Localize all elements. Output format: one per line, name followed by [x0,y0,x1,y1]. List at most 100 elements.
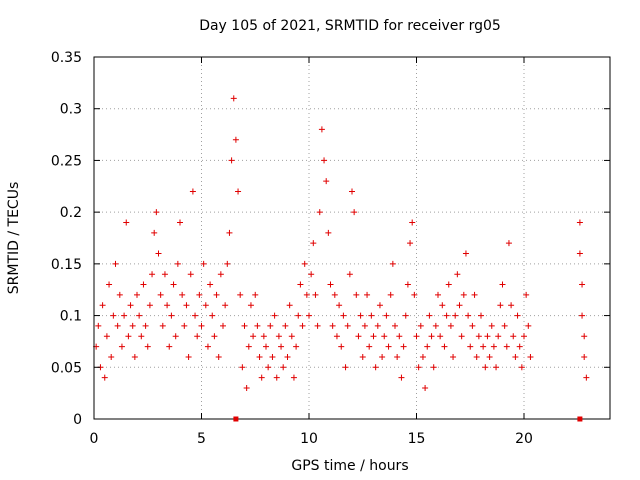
data-point [518,364,525,371]
data-point [155,250,162,257]
data-point [516,343,523,350]
data-point [174,260,181,267]
data-point [458,333,465,340]
data-point [284,353,291,360]
data-point [172,333,179,340]
data-point [454,271,461,278]
data-point [189,188,196,195]
data-point [256,353,263,360]
data-point [493,364,500,371]
data-point [523,291,530,298]
data-point [355,333,362,340]
data-point [290,374,297,381]
data-point [576,219,583,226]
data-point [316,209,323,216]
data-point [497,302,504,309]
data-point [318,126,325,133]
data-point [252,291,259,298]
data-point [581,333,588,340]
data-point [439,302,446,309]
y-tick-label: 0.05 [51,360,82,376]
data-point [273,374,280,381]
data-point [239,364,246,371]
data-point [327,281,334,288]
data-point [299,322,306,329]
data-point [469,322,476,329]
y-tick-label: 0.25 [51,153,82,169]
data-point [101,374,108,381]
data-point [312,291,319,298]
data-point [422,384,429,391]
data-point [297,281,304,288]
data-point [450,353,457,360]
data-point [452,312,459,319]
data-point [404,281,411,288]
data-point [293,343,300,350]
x-tick-label: 5 [197,431,206,447]
data-point [484,333,491,340]
x-axis-marker [233,416,239,422]
data-point [129,322,136,329]
data-point [387,291,394,298]
data-point [187,271,194,278]
data-point [301,260,308,267]
data-point [310,240,317,247]
data-point [170,281,177,288]
data-point [415,364,422,371]
data-point [508,302,515,309]
data-point [488,322,495,329]
data-point [480,343,487,350]
data-point [478,312,484,319]
data-point [482,364,489,371]
data-point [211,333,218,340]
data-point [95,322,102,329]
data-point [376,302,383,309]
data-point [131,353,138,360]
data-point [183,302,190,309]
data-point [226,229,233,236]
data-point [400,343,407,350]
data-point [372,364,379,371]
data-point [370,333,377,340]
data-point [514,312,521,319]
data-point [447,322,454,329]
data-point [125,333,132,340]
data-point [413,333,420,340]
data-point [254,322,261,329]
data-point [392,322,398,329]
x-axis-title: GPS time / hours [291,458,408,474]
data-point [430,364,437,371]
y-tick-label: 0.3 [60,102,82,118]
data-point [303,291,310,298]
data-point [579,312,586,319]
x-axis-marker [577,416,583,422]
data-point [525,322,532,329]
data-point [490,343,497,350]
data-point [280,364,287,371]
data-point [149,271,156,278]
data-point [435,291,441,298]
grid [94,57,610,419]
data-point [194,333,201,340]
data-point [357,312,364,319]
data-point [402,312,409,319]
data-point [146,302,153,309]
data-point [153,209,160,216]
data-point [441,343,448,350]
data-point [198,322,205,329]
x-tick-label: 20 [515,431,533,447]
y-tick-label: 0.1 [60,309,82,325]
y-axis-title: SRMTID / TECUs [6,182,22,295]
data-point [215,353,222,360]
data-point [579,281,586,288]
data-point [168,312,175,319]
data-point [512,353,519,360]
data-point [346,271,353,278]
data-point [581,353,588,360]
data-point [329,322,336,329]
data-point [359,353,366,360]
data-point [396,333,403,340]
data-point [207,281,214,288]
data-point [499,281,506,288]
plot-frame [93,56,611,420]
